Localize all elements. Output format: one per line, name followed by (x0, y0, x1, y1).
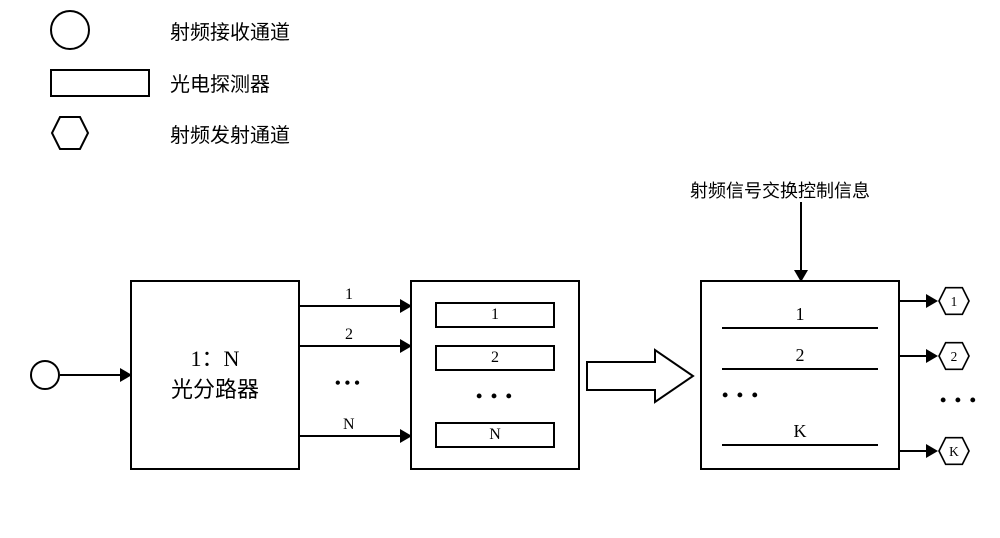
switch-slot-1: 1 (722, 304, 878, 329)
out-line-1 (900, 300, 928, 302)
ctrl-arrow-head (794, 270, 808, 282)
ctrl-arrow-line (800, 202, 802, 272)
legend-row-rect: 光电探测器 (50, 68, 290, 97)
sp-out-2 (300, 345, 402, 347)
input-rf-channel (30, 360, 60, 390)
legend-row-circle: 射频接收通道 (50, 10, 290, 50)
legend-hex-shape (50, 115, 170, 151)
control-info-label: 射频信号交换控制信息 (690, 177, 870, 203)
legend-row-hex: 射频发射通道 (50, 115, 290, 151)
sp-out-N (300, 435, 402, 437)
output-hex-1: 1 (937, 286, 971, 316)
output-hex-2: 2 (937, 341, 971, 371)
sp-out-1-num: 1 (345, 286, 353, 304)
optical-splitter: 1：N 光分路器 (130, 280, 300, 470)
switch-slot-K: K (722, 421, 878, 446)
out-dots: • • • (940, 390, 978, 411)
legend-circle-label: 射频接收通道 (170, 16, 290, 45)
out-line-2 (900, 355, 928, 357)
sp-out-N-num: N (343, 416, 355, 434)
output-hex-K: K (937, 436, 971, 466)
splitter-line2: 光分路器 (171, 375, 259, 406)
splitter-line1: 1：N (191, 344, 240, 375)
sp-out-1 (300, 305, 402, 307)
out-1-num: 1 (951, 294, 958, 309)
circle-icon (50, 10, 90, 50)
rect-icon (50, 69, 150, 97)
switch-dots: • • • (722, 387, 878, 405)
detector-dots: • • • (476, 387, 514, 405)
switch-slot-2: 2 (722, 345, 878, 370)
hexagon-icon (50, 115, 90, 151)
out-2-num: 2 (951, 349, 958, 364)
out-line-K (900, 450, 928, 452)
rf-switch: 1 2 • • • K (700, 280, 900, 470)
photodetectors: 1 2 • • • N (410, 280, 580, 470)
big-arrow (585, 348, 697, 404)
legend: 射频接收通道 光电探测器 射频发射通道 (50, 10, 290, 169)
arrow-in (60, 374, 122, 376)
out-K-num: K (949, 444, 959, 459)
diagram: 1：N 光分路器 1 2 • • • N 1 2 • • • N 1 2 • •… (0, 250, 1000, 500)
sp-out-dots: • • • (335, 375, 360, 393)
sp-out-2-num: 2 (345, 326, 353, 344)
legend-rect-shape (50, 69, 170, 97)
detector-1: 1 (435, 302, 555, 328)
legend-hex-label: 射频发射通道 (170, 119, 290, 148)
legend-circle-shape (50, 10, 170, 50)
legend-rect-label: 光电探测器 (170, 68, 270, 97)
detector-2: 2 (435, 345, 555, 371)
detector-N: N (435, 422, 555, 448)
